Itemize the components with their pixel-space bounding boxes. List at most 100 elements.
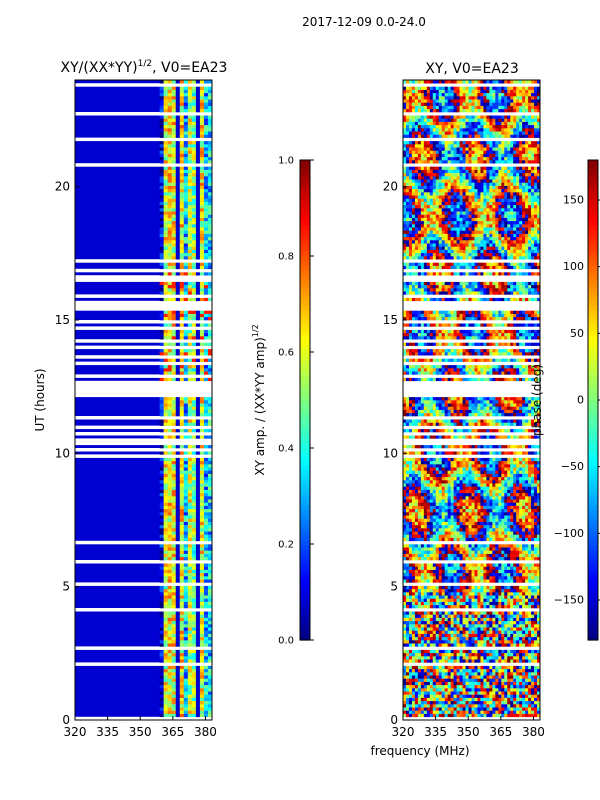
amp-cell (207, 313, 213, 318)
phase-cell (510, 710, 514, 714)
amp-cell (167, 681, 173, 686)
amp-cell (159, 480, 165, 484)
phase-cell (408, 624, 413, 628)
amp-cell (167, 486, 173, 490)
phase-cell (429, 707, 434, 711)
amp-cell (163, 633, 169, 638)
phase-cell (462, 508, 466, 513)
amp-cell (207, 99, 213, 103)
phase-cell (498, 713, 502, 718)
phase-cell (435, 537, 440, 542)
phase-cell (498, 518, 502, 522)
amp-cell (203, 262, 209, 266)
phase-cell (447, 697, 452, 702)
phase-cell (525, 556, 529, 561)
phase-cell (480, 700, 484, 705)
amp-cell (203, 86, 209, 90)
amp-cell (179, 435, 185, 439)
amp-cell (159, 620, 165, 625)
amp-cell (167, 288, 173, 292)
amp-cell (183, 377, 189, 382)
phase-cell (531, 691, 535, 695)
amp-cell (191, 483, 197, 487)
phase-cell (483, 652, 487, 657)
phase-cell (465, 640, 469, 644)
phase-cell (444, 675, 449, 679)
phase-cell (429, 512, 434, 516)
phase-cell (429, 553, 434, 558)
phase-cell (525, 572, 529, 577)
phase-cell (423, 665, 428, 670)
phase-cell (414, 678, 419, 682)
phase-cell (447, 688, 452, 692)
amp-cell (167, 147, 173, 151)
phase-cell (417, 649, 422, 654)
amp-cell (191, 544, 197, 548)
amp-cell (191, 467, 197, 471)
phase-cell (405, 710, 410, 714)
amp-cell (163, 588, 169, 593)
amp-cell (203, 672, 209, 676)
amp-cell (199, 313, 205, 318)
phase-cell (426, 537, 431, 542)
amp-cell (167, 531, 173, 535)
amp-cell (195, 252, 201, 257)
data-gap-row (75, 540, 212, 545)
phase-cell (435, 531, 440, 535)
phase-cell (489, 678, 493, 682)
amp-cell (187, 688, 193, 692)
phase-cell (480, 521, 484, 526)
phase-cell (525, 601, 529, 606)
amp-cell (175, 563, 181, 567)
phase-cell (459, 665, 463, 670)
amp-cell (159, 204, 165, 209)
phase-cell (450, 652, 455, 657)
amp-cell (183, 249, 189, 254)
phase-cell (435, 649, 440, 654)
amp-cell (207, 614, 213, 618)
phase-cell (420, 508, 425, 513)
phase-cell (531, 598, 535, 602)
amp-cell (199, 588, 205, 593)
amp-cell (187, 566, 193, 570)
phase-cell (498, 588, 502, 593)
amp-cell (171, 166, 177, 170)
phase-cell (432, 713, 437, 718)
phase-cell (528, 544, 532, 548)
phase-cell (417, 684, 422, 689)
phase-cell (519, 675, 523, 679)
amp-cell (199, 236, 205, 241)
phase-cell (513, 656, 517, 660)
phase-cell (471, 553, 475, 558)
amp-cell (159, 96, 165, 100)
amp-cell (183, 310, 189, 314)
phase-cell (435, 704, 440, 708)
phase-cell (411, 649, 416, 654)
amp-cell (203, 144, 209, 148)
amp-cell (159, 476, 165, 481)
amp-cell (199, 675, 205, 679)
colorbar-swatch (300, 285, 310, 291)
amp-cell (179, 576, 185, 580)
phase-cell (531, 617, 535, 622)
amp-cell (191, 704, 197, 708)
phase-cell (477, 521, 481, 526)
amp-cell (187, 153, 193, 158)
amp-cell (187, 656, 193, 660)
amp-cell (195, 332, 201, 337)
amp-cell (203, 256, 209, 260)
amp-cell (179, 124, 185, 129)
amp-cell (183, 624, 189, 628)
phase-cell (429, 691, 434, 695)
amp-cell (167, 230, 173, 234)
phase-cell (477, 675, 481, 679)
phase-cell (465, 528, 469, 532)
amp-cell (179, 553, 185, 558)
phase-cell (486, 678, 490, 682)
amp-cell (203, 230, 209, 234)
data-gap-row (75, 387, 212, 391)
phase-cell (438, 643, 443, 647)
phase-cell (534, 534, 538, 538)
y-tick-label: 10 (55, 446, 70, 460)
phase-cell (465, 656, 469, 660)
